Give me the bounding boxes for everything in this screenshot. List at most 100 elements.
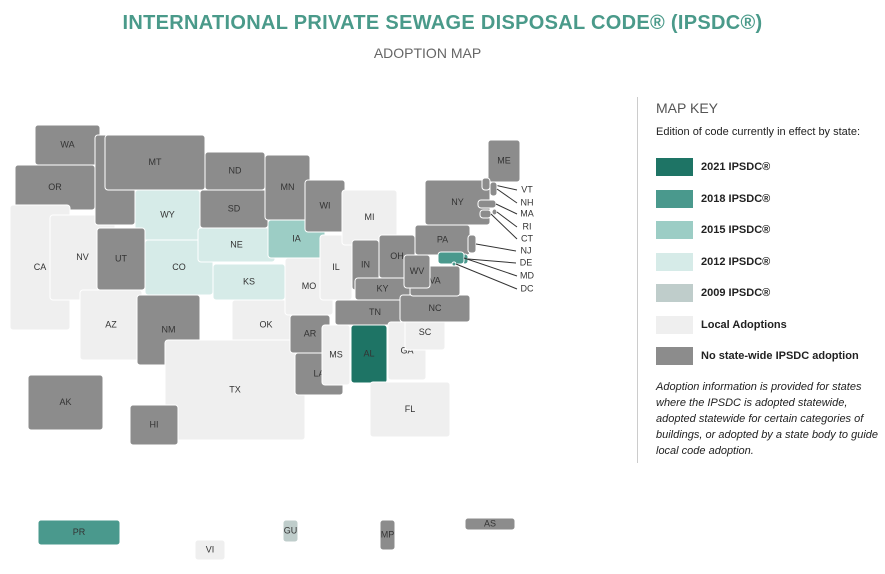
state-label: TX: [229, 384, 241, 394]
key-subtitle: Edition of code currently in effect by s…: [656, 126, 861, 138]
state-label: NV: [76, 252, 89, 262]
state: [467, 234, 477, 254]
state: [369, 381, 451, 438]
state-label: CA: [34, 262, 47, 272]
state-label: MO: [302, 281, 317, 291]
key-item: 2015 IPSDC®: [656, 221, 878, 239]
key-swatch: [656, 189, 693, 208]
state: [451, 261, 457, 267]
state-label: AS: [484, 518, 496, 528]
key-swatch: [656, 315, 693, 334]
key-note: Adoption information is provided for sta…: [656, 380, 878, 457]
key-swatch: [656, 221, 693, 239]
state-label: MP: [381, 529, 395, 539]
subtitle: ADOPTION MAP: [373, 45, 482, 61]
state-label: MS: [329, 349, 343, 359]
title: INTERNATIONAL PRIVATE SEWAGE DISPOSAL CO…: [122, 12, 763, 34]
state-label: VI: [206, 544, 215, 554]
state-label: MT: [149, 157, 162, 167]
state-label: VT: [521, 184, 533, 194]
key-item: 2009 IPSDC®: [656, 284, 878, 302]
key-item: 2018 IPSDC®: [656, 189, 878, 208]
state-label: KY: [376, 283, 388, 293]
leader-line: [455, 263, 518, 290]
state: [479, 209, 492, 219]
state-label: RI: [523, 221, 532, 231]
state-label: NE: [230, 239, 243, 249]
map: WAORCANVIDMTWYUTCOAZNMNDSDNEKSOKTXMNIAMO…: [9, 124, 534, 561]
state: [477, 199, 497, 209]
state-label: SC: [419, 327, 432, 337]
state-label: IA: [292, 233, 301, 243]
leader-line: [496, 188, 518, 204]
state-label: IN: [361, 259, 370, 269]
state-label: NH: [521, 197, 534, 207]
state-label: ND: [229, 165, 242, 175]
state-label: NM: [162, 324, 176, 334]
key-item: 2012 IPSDC®: [656, 252, 878, 271]
leader-line: [467, 258, 517, 264]
state-label: AZ: [105, 319, 117, 329]
state-label: LA: [313, 368, 324, 378]
state-label: OR: [48, 182, 62, 192]
state-label: PR: [73, 527, 86, 537]
state-label: DC: [521, 283, 534, 293]
divider: [637, 97, 638, 463]
state: [489, 181, 498, 197]
state-label: OH: [390, 251, 404, 261]
state: [321, 324, 351, 386]
state-label: CT: [521, 233, 533, 243]
state-label: CO: [172, 262, 186, 272]
state-label: AL: [363, 348, 374, 358]
leader-line: [475, 243, 517, 252]
state-label: PA: [437, 234, 448, 244]
leader-line: [495, 203, 518, 215]
state-label: WV: [410, 266, 425, 276]
state: [487, 139, 521, 183]
key-item: 2021 IPSDC®: [656, 158, 878, 176]
state-label: FL: [405, 404, 416, 414]
leader-line: [463, 257, 518, 277]
state-label: WY: [160, 209, 175, 219]
state-label: AK: [59, 397, 71, 407]
state-label: MD: [520, 270, 534, 280]
key-swatch: [656, 158, 693, 176]
state-label: NJ: [521, 245, 532, 255]
state-label: OK: [259, 319, 272, 329]
key-item: No state-wide IPSDC adoption: [656, 347, 878, 365]
state: [194, 539, 226, 561]
key-label: Local Adoptions: [701, 318, 787, 331]
state: [282, 519, 299, 543]
state-label: AR: [304, 328, 317, 338]
state-label: IL: [332, 262, 340, 272]
state-label: GU: [284, 525, 298, 535]
key-label: 2018 IPSDC®: [701, 192, 771, 205]
state-label: ME: [497, 155, 511, 165]
key-label: 2015 IPSDC®: [701, 224, 771, 236]
state-label: UT: [115, 253, 127, 263]
key-swatch: [656, 284, 693, 302]
state-label: MI: [365, 212, 375, 222]
state: [350, 324, 388, 384]
key-label: 2009 IPSDC®: [701, 287, 771, 299]
state-label: NY: [451, 197, 464, 207]
state-label: KS: [243, 276, 255, 286]
key-item: Local Adoptions: [656, 315, 878, 334]
state: [27, 374, 104, 431]
state-label: MA: [520, 208, 534, 218]
state-label: MN: [281, 182, 295, 192]
key-swatch: [656, 347, 693, 365]
state: [37, 519, 121, 546]
state: [481, 177, 491, 191]
state: [491, 208, 498, 216]
map-key: MAP KEY Edition of code currently in eff…: [656, 100, 878, 459]
leader-line: [496, 211, 518, 228]
state-label: HI: [150, 419, 159, 429]
key-label: No state-wide IPSDC adoption: [701, 350, 859, 362]
state: [464, 517, 516, 531]
key-swatch: [656, 252, 693, 271]
key-label: 2021 IPSDC®: [701, 161, 771, 173]
state-label: DE: [520, 257, 533, 267]
state-label: SD: [228, 203, 241, 213]
